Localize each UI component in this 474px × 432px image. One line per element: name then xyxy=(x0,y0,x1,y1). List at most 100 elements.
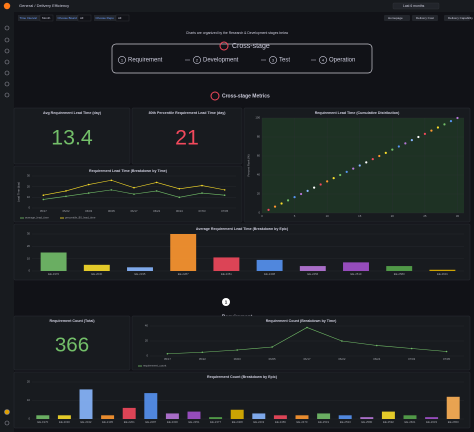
bar xyxy=(122,407,136,419)
x-tick-label: 05/17 xyxy=(40,209,47,213)
variable-label: Time Interval xyxy=(20,16,38,20)
alerting-icon[interactable] xyxy=(4,70,10,76)
point xyxy=(449,120,453,123)
point xyxy=(339,173,342,177)
variable-select[interactable] xyxy=(39,14,54,22)
x-tick-label: 06/17 xyxy=(304,357,311,361)
variable-select[interactable] xyxy=(77,14,92,22)
y-tick-label: 0 xyxy=(28,206,30,210)
x-tick-label: EE-2042 xyxy=(81,420,92,424)
point xyxy=(345,170,348,173)
dashboards-icon[interactable] xyxy=(4,48,10,54)
x-tick-label: 06/24 xyxy=(176,209,183,213)
step-number: 2 xyxy=(196,57,199,62)
x-tick-label: EE-2408 xyxy=(232,420,243,424)
link-button[interactable] xyxy=(384,15,410,21)
step-circle xyxy=(319,56,327,64)
legend-label: requirement_count xyxy=(143,364,167,368)
variable-value[interactable]: Month xyxy=(42,16,51,20)
breadcrumb[interactable]: General / Delivery Efficiency xyxy=(19,3,69,8)
bar xyxy=(101,415,115,419)
y-tick-label: 100 xyxy=(255,116,260,120)
y-tick-label: 20 xyxy=(145,339,149,343)
x-tick-label: EE-2601 xyxy=(437,272,448,276)
admin-icon[interactable] xyxy=(4,92,10,98)
x-tick-label: EE-2377 xyxy=(210,420,221,424)
link-button-text[interactable]: Homepage xyxy=(388,16,403,20)
point xyxy=(332,177,335,180)
variable-label: Choose Board xyxy=(58,16,78,20)
link-button-text[interactable]: Delivery Cost xyxy=(416,16,434,20)
x-tick-label: EE-2201 xyxy=(124,420,135,424)
point xyxy=(273,205,277,208)
logo[interactable] xyxy=(3,2,11,10)
stages-box xyxy=(111,43,373,74)
link-button[interactable] xyxy=(444,15,470,21)
x-tick-label: 07/05 xyxy=(221,209,228,213)
point xyxy=(371,158,374,161)
point xyxy=(319,183,322,186)
point xyxy=(286,199,290,202)
bar xyxy=(429,269,456,271)
explore-icon[interactable] xyxy=(4,59,10,65)
x-tick-label: EE-2456 xyxy=(307,272,318,276)
step-circle xyxy=(193,56,201,64)
variable-value[interactable]: All xyxy=(80,16,84,20)
x-tick-label: 0 xyxy=(261,214,263,218)
bar xyxy=(425,417,439,419)
search-icon[interactable] xyxy=(4,25,10,31)
x-tick-label: EE-2519 xyxy=(351,272,362,276)
legend-label: percentile_80_lead_time xyxy=(65,216,96,220)
bar xyxy=(256,259,283,271)
x-tick-label: 20 xyxy=(391,214,395,218)
link-button-text[interactable]: Delivery Capability xyxy=(448,16,473,20)
point xyxy=(384,151,387,154)
variable-value[interactable]: All xyxy=(118,16,122,20)
y-tick-label: 40 xyxy=(145,324,149,328)
legend-label: average_lead_time xyxy=(25,216,49,220)
variable-label-box xyxy=(18,15,40,21)
point xyxy=(313,186,316,189)
step-circle xyxy=(269,56,277,64)
x-tick-label: 06/05 xyxy=(269,357,276,361)
step-circle xyxy=(118,56,126,64)
stat-value: 366 xyxy=(55,333,89,356)
step-label: Development xyxy=(203,58,239,64)
panel-title: Average Requirement Lead Time (Breakdown… xyxy=(196,227,289,231)
variable-select[interactable] xyxy=(115,14,130,22)
time-picker[interactable] xyxy=(392,2,440,10)
help-icon[interactable] xyxy=(4,420,10,426)
x-tick-label: 5 xyxy=(294,214,296,218)
variable-label: Choose Repo xyxy=(96,16,115,20)
x-tick-label: 10 xyxy=(326,214,330,218)
x-tick-label: EE-2351 xyxy=(221,272,232,276)
link-button[interactable] xyxy=(412,15,438,21)
bar xyxy=(213,257,240,271)
stat-value: 13.4 xyxy=(51,126,93,150)
step-label: Operation xyxy=(329,58,355,64)
user-avatar[interactable] xyxy=(4,409,10,415)
point xyxy=(280,202,283,205)
point xyxy=(378,154,381,158)
step-number: 3 xyxy=(272,57,275,62)
y-tick-label: 10 xyxy=(27,256,31,260)
stat-value: 21 xyxy=(175,126,199,150)
y-tick-label: 40 xyxy=(257,173,261,177)
time-range[interactable]: Last 6 months xyxy=(403,4,425,8)
panel xyxy=(13,107,131,165)
x-tick-label: 07/03 xyxy=(199,209,206,213)
point xyxy=(443,123,446,126)
x-tick-label: EE-2351 xyxy=(189,420,200,424)
bar xyxy=(317,413,331,419)
step-label: Test xyxy=(279,58,290,64)
point xyxy=(365,161,368,164)
bar xyxy=(299,266,326,271)
config-icon[interactable] xyxy=(4,81,10,87)
bar xyxy=(209,417,223,419)
y-tick-label: 20 xyxy=(257,192,261,196)
panel xyxy=(131,315,471,371)
bar xyxy=(187,411,201,419)
point xyxy=(397,145,400,148)
add-icon[interactable] xyxy=(4,37,10,43)
